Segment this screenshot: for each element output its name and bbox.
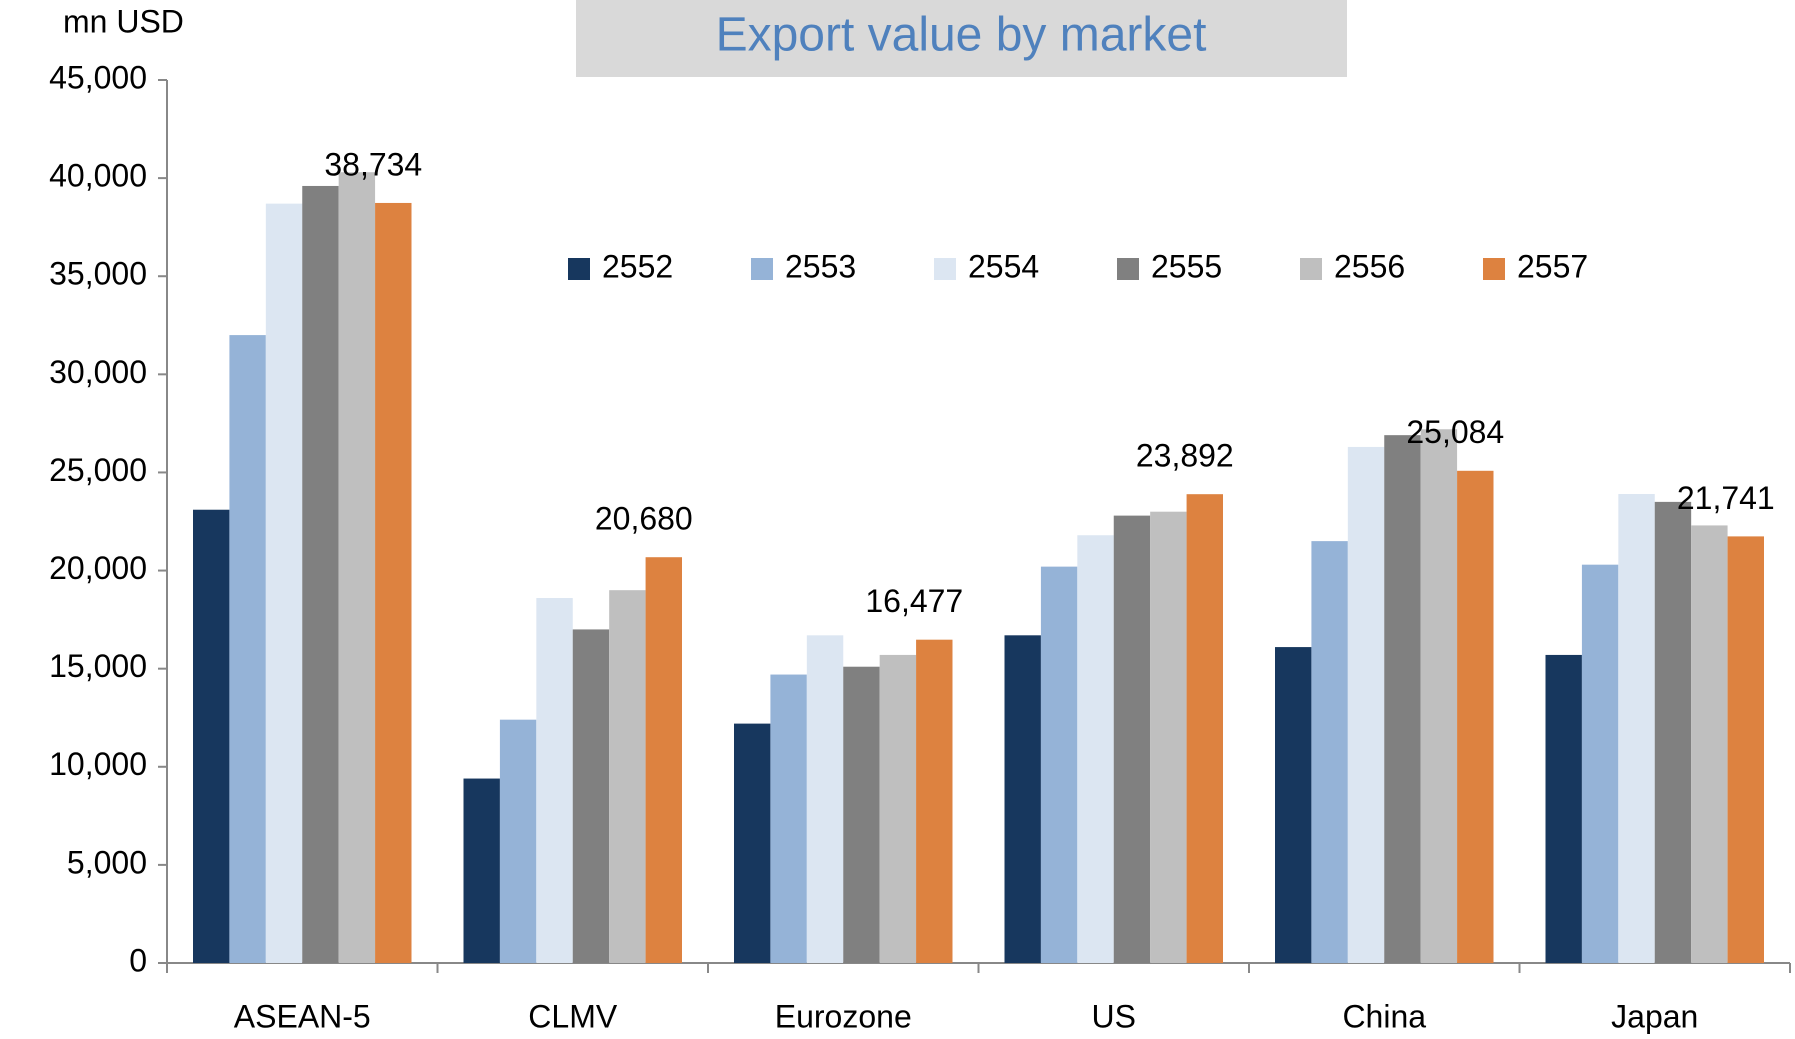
bar [1545,654,1582,963]
bar [1150,511,1187,963]
y-tick-label: 5,000 [67,844,147,880]
legend-swatch [934,258,956,280]
y-tick-label: 35,000 [49,256,147,292]
bar [1384,435,1421,963]
y-tick-label: 40,000 [49,158,147,194]
bar [1275,647,1312,963]
y-tick-label: 25,000 [49,452,147,488]
bar [1727,536,1764,963]
bar [1311,541,1348,963]
bar [1691,525,1728,963]
x-tick-label: China [1342,998,1426,1034]
bar [229,335,266,964]
x-tick-label: ASEAN-5 [234,998,371,1034]
legend-label: 2554 [968,248,1039,284]
bar [806,635,844,963]
bar [843,666,880,963]
bar [1581,564,1619,963]
x-tick-label: CLMV [528,998,618,1034]
title-box [576,0,1347,77]
bar [734,723,771,963]
y-tick-label: 0 [129,942,147,978]
bar [1618,494,1655,963]
bar [645,557,682,963]
y-axis-label: mn USD [63,3,184,39]
y-tick-label: 30,000 [49,354,147,390]
legend-swatch [751,258,773,280]
y-tick-label: 20,000 [49,550,147,586]
bar [302,185,339,963]
x-tick-label: US [1092,998,1136,1034]
bar [879,654,917,963]
bar [916,639,953,963]
bar [1347,446,1385,963]
bar [499,719,537,963]
data-label: 38,734 [324,146,422,182]
legend-swatch [1300,258,1322,280]
legend-swatch [1483,258,1505,280]
bar [770,674,807,963]
bar [1077,535,1114,963]
bar [1420,429,1458,964]
bar [572,629,610,963]
bar [463,778,500,963]
bar [536,598,573,963]
legend-swatch [568,258,590,280]
data-label: 16,477 [865,583,963,619]
x-tick-label: Japan [1611,998,1698,1034]
bar [375,202,412,963]
bar [1654,501,1692,963]
legend-label: 2552 [602,248,673,284]
bar [1040,566,1078,963]
legend-label: 2556 [1334,248,1405,284]
y-tick-label: 15,000 [49,648,147,684]
legend-swatch [1117,258,1139,280]
bar [338,172,376,964]
bar [1113,515,1151,963]
y-tick-label: 10,000 [49,746,147,782]
data-label: 25,084 [1406,414,1504,450]
chart-title: Export value by market [716,9,1207,62]
legend-label: 2555 [1151,248,1222,284]
data-label: 21,741 [1677,480,1775,516]
bar [265,203,303,963]
bar [1004,635,1041,963]
bar [193,509,230,963]
bar [1186,494,1223,963]
bar [609,590,646,963]
y-tick-label: 45,000 [49,59,147,95]
data-label: 20,680 [595,501,693,537]
legend-label: 2553 [785,248,856,284]
legend-label: 2557 [1517,248,1588,284]
data-label: 23,892 [1136,438,1234,474]
bar [1457,470,1494,963]
x-tick-label: Eurozone [775,998,912,1034]
